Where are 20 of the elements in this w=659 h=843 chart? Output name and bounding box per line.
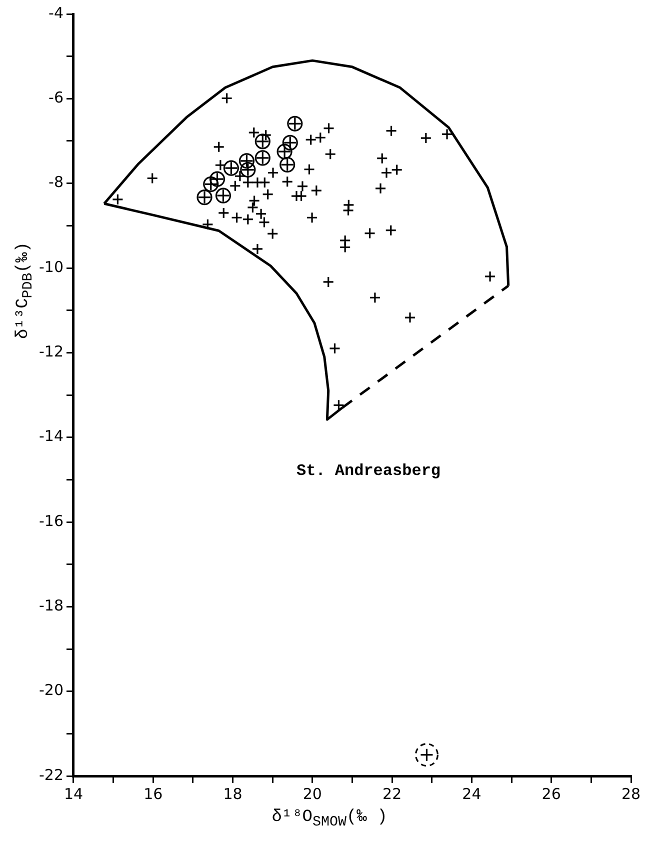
x-tick-label: 22 bbox=[382, 784, 402, 803]
y-tick-label: -4 bbox=[48, 4, 64, 22]
x-tick-label: 28 bbox=[621, 784, 641, 803]
y-tick-label: -14 bbox=[39, 427, 64, 446]
x-tick-label: 26 bbox=[542, 784, 561, 803]
y-tick-label: -22 bbox=[39, 766, 64, 784]
y-tick-label: -12 bbox=[39, 342, 64, 361]
x-tick-label: 20 bbox=[302, 784, 322, 803]
y-tick-label: -6 bbox=[48, 88, 64, 107]
y-tick-label: -18 bbox=[39, 596, 64, 615]
x-axis-title: δ¹⁸O$_{SMOW}$(‰ ) bbox=[270, 808, 388, 830]
y-tick-label: -16 bbox=[39, 512, 64, 530]
x-tick-label: 24 bbox=[462, 784, 482, 803]
y-tick-label: -20 bbox=[39, 681, 64, 700]
x-tick-label: 16 bbox=[144, 784, 163, 803]
annotation: St. Andreasberg bbox=[296, 462, 441, 480]
y-tick-label: -10 bbox=[39, 258, 64, 276]
x-tick-label: 14 bbox=[64, 784, 84, 803]
y-tick-label: -8 bbox=[48, 173, 64, 192]
x-tick-label: 18 bbox=[223, 784, 242, 803]
